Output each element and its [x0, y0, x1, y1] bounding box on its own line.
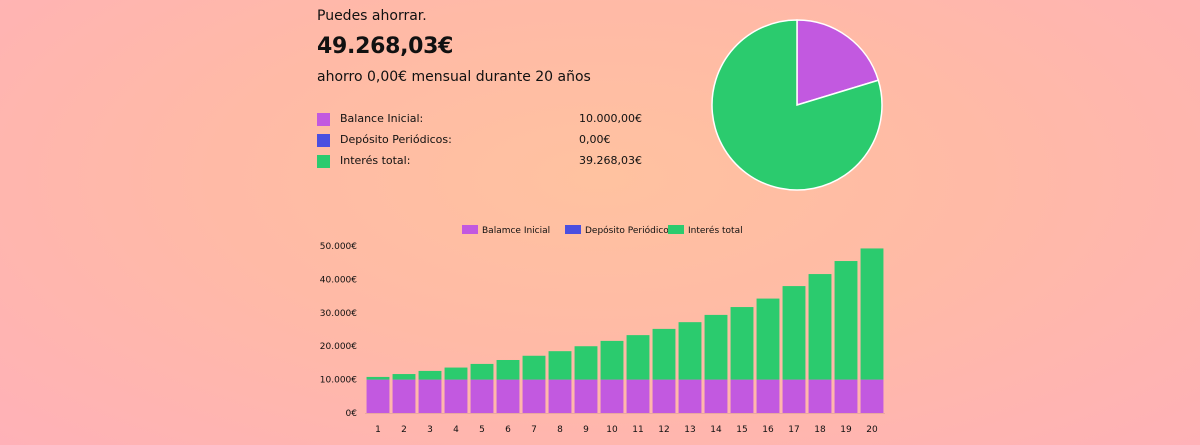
x-tick-label: 3: [427, 425, 433, 435]
legend-swatch-0: [462, 225, 478, 234]
legend-label-2: Interés total: [688, 225, 743, 236]
x-tick-label: 1: [375, 425, 381, 435]
bar-initial-13: [678, 379, 702, 413]
bar-interest-18: [808, 274, 832, 380]
y-tick-label: 30.000€: [320, 309, 357, 319]
x-tick-label: 18: [814, 425, 826, 435]
legend-label-1: Depósito Periódicos: [585, 225, 674, 236]
y-tick-label: 40.000€: [320, 275, 357, 285]
bar-initial-19: [834, 379, 858, 413]
x-tick-label: 4: [453, 425, 459, 435]
bar-initial-17: [782, 379, 806, 413]
summary-kicker: Puedes ahorrar.: [317, 8, 427, 24]
bar-initial-6: [496, 379, 520, 413]
bar-interest-2: [392, 374, 416, 380]
breakdown-label: Depósito Periódicos:: [340, 133, 452, 146]
bar-interest-17: [782, 286, 806, 380]
x-tick-label: 17: [788, 425, 799, 435]
x-tick-label: 19: [840, 425, 852, 435]
x-tick-label: 6: [505, 425, 511, 435]
breakdown-row-initial: Balance Inicial: 10.000,00€: [317, 111, 657, 132]
legend-swatch-1: [565, 225, 581, 234]
interest-swatch: [317, 155, 330, 168]
savings-summary: Puedes ahorrar. 49.268,03€ ahorro 0,00€ …: [317, 6, 591, 87]
x-tick-label: 15: [736, 425, 747, 435]
breakdown-value: 0,00€: [579, 133, 611, 146]
legend-swatch-2: [668, 225, 684, 234]
bar-initial-20: [860, 379, 884, 413]
initial-balance-swatch: [317, 113, 330, 126]
bar-initial-14: [704, 379, 728, 413]
bar-initial-11: [626, 379, 650, 413]
bar-interest-3: [418, 370, 442, 380]
bar-interest-9: [574, 346, 598, 380]
bar-interest-8: [548, 351, 572, 380]
bar-initial-4: [444, 379, 468, 413]
x-tick-label: 2: [401, 425, 407, 435]
pie-slice-0: [796, 19, 880, 107]
bar-interest-20: [860, 248, 884, 380]
y-tick-label: 10.000€: [320, 376, 357, 386]
bar-interest-4: [444, 367, 468, 380]
bar-interest-5: [470, 363, 494, 380]
x-tick-label: 5: [479, 425, 485, 435]
bar-initial-9: [574, 379, 598, 413]
bar-initial-8: [548, 379, 572, 413]
bar-initial-1: [366, 379, 390, 413]
breakdown-legend: Balance Inicial: 10.000,00€ Depósito Per…: [317, 111, 657, 174]
pie-chart: [711, 19, 883, 191]
bar-initial-12: [652, 379, 676, 413]
legend-label-0: Balamce Inicial: [482, 226, 550, 236]
bar-initial-7: [522, 379, 546, 413]
breakdown-row-interest: Interés total: 39.268,03€: [317, 153, 657, 174]
bar-interest-10: [600, 340, 624, 380]
x-tick-label: 14: [710, 425, 722, 435]
x-tick-label: 13: [684, 425, 695, 435]
x-tick-label: 10: [606, 425, 618, 435]
bar-initial-18: [808, 379, 832, 413]
bar-interest-1: [366, 376, 390, 380]
breakdown-label: Balance Inicial:: [340, 112, 424, 125]
pie-slice-2: [711, 19, 883, 191]
bar-interest-14: [704, 314, 728, 380]
bar-initial-5: [470, 379, 494, 413]
x-tick-label: 20: [866, 425, 878, 435]
y-tick-label: 20.000€: [320, 342, 357, 352]
bar-interest-19: [834, 261, 858, 380]
breakdown-value: 10.000,00€: [579, 112, 642, 125]
bar-initial-10: [600, 379, 624, 413]
bar-initial-15: [730, 379, 754, 413]
bar-interest-6: [496, 359, 520, 380]
x-tick-label: 8: [557, 425, 563, 435]
x-tick-label: 16: [762, 425, 774, 435]
x-tick-label: 11: [632, 425, 643, 435]
y-tick-label: 0€: [346, 409, 358, 419]
deposits-swatch: [317, 134, 330, 147]
breakdown-value: 39.268,03€: [579, 154, 642, 167]
bar-initial-16: [756, 379, 780, 413]
bar-interest-15: [730, 307, 754, 380]
bar-interest-11: [626, 335, 650, 380]
x-tick-label: 12: [658, 425, 669, 435]
bar-interest-7: [522, 355, 546, 380]
bar-initial-2: [392, 379, 416, 413]
y-tick-label: 50.000€: [320, 242, 357, 252]
breakdown-label: Interés total:: [340, 154, 411, 167]
bar-interest-13: [678, 322, 702, 380]
stacked-bar-chart: Balamce Inicial Depósito Periódicos Interé…: [320, 225, 885, 435]
bar-interest-12: [652, 328, 676, 380]
bar-initial-3: [418, 379, 442, 413]
bar-interest-16: [756, 298, 780, 380]
summary-subtitle: ahorro 0,00€ mensual durante 20 años: [317, 69, 591, 85]
x-tick-label: 9: [583, 425, 589, 435]
summary-total: 49.268,03€: [317, 34, 454, 59]
x-tick-label: 7: [531, 425, 537, 435]
breakdown-row-deposits: Depósito Periódicos: 0,00€: [317, 132, 657, 153]
